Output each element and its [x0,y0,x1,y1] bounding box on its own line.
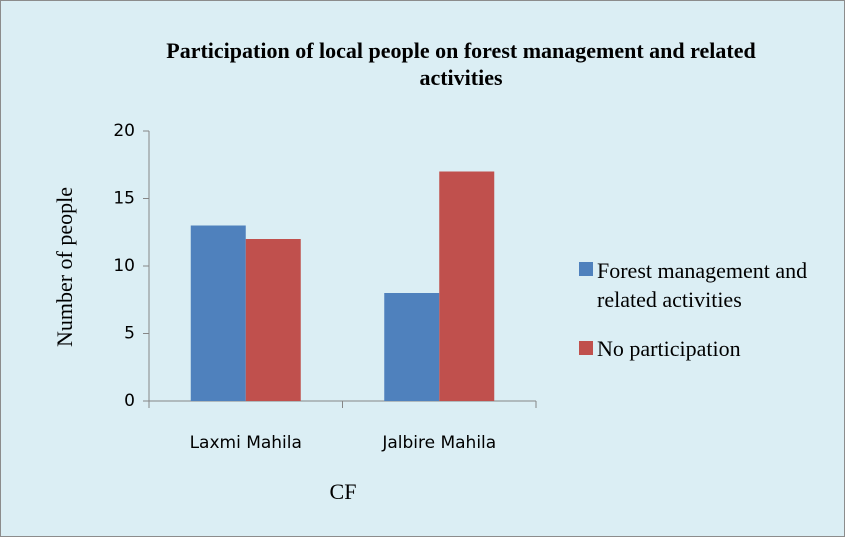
legend-swatch [579,341,593,355]
chart-title: Participation of local people on forest … [166,38,756,90]
y-tick-label: 10 [113,256,135,276]
bar [439,171,495,401]
x-tick-label: Jalbire Mahila [381,433,496,453]
y-tick-label: 20 [113,121,135,141]
legend-label: No participation [597,336,741,361]
y-tick-label: 5 [124,324,135,344]
x-axis-title: CF [330,479,357,504]
x-tick-label: Laxmi Mahila [190,433,302,453]
y-tick-label: 15 [113,189,135,209]
bar [384,293,440,401]
legend-label: Forest management and related activities [597,258,808,312]
legend-swatch [579,262,593,276]
bar [190,225,246,401]
y-tick-label: 0 [124,391,135,411]
bar [245,239,301,401]
y-axis-title: Number of people [52,187,77,347]
